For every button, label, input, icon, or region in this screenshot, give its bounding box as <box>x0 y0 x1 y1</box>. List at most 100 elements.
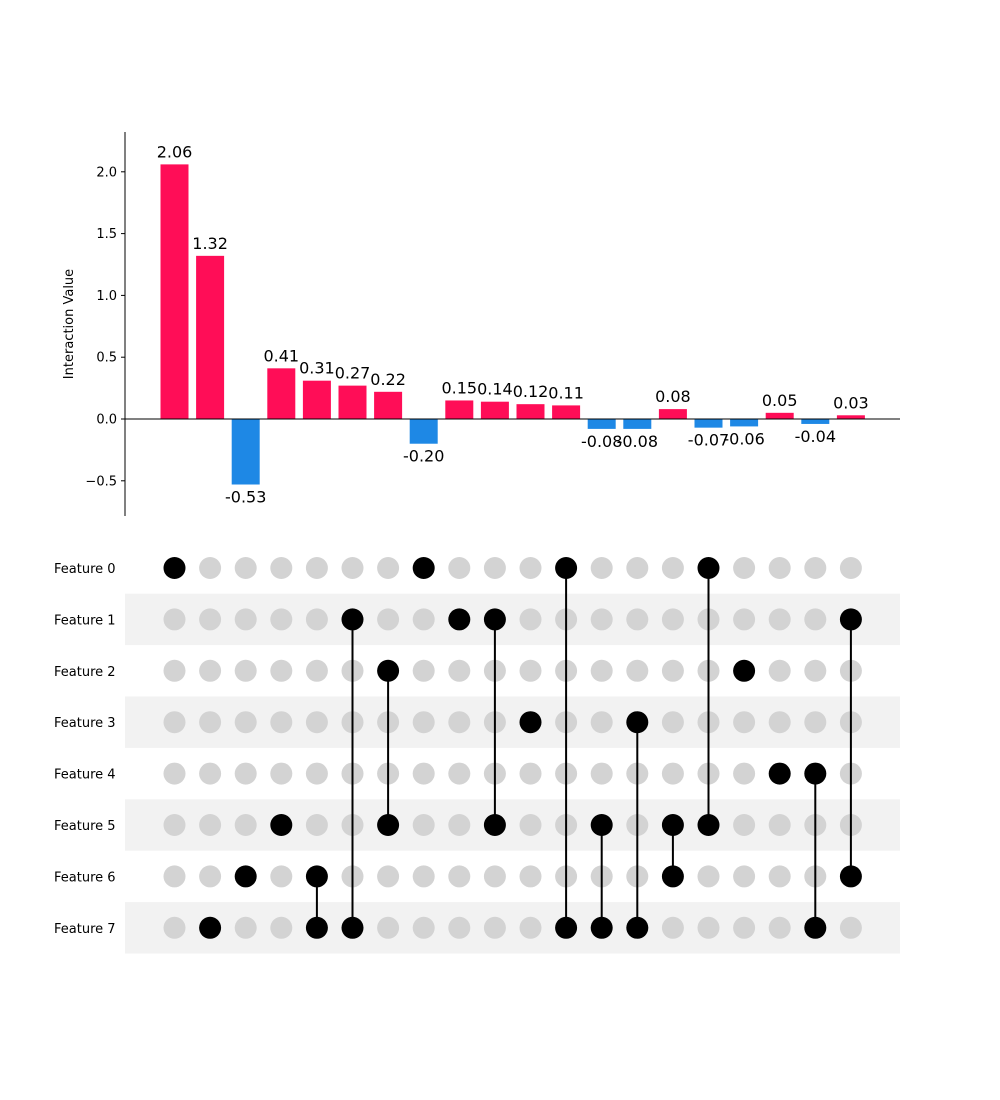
feature-label: Feature 2 <box>54 665 116 680</box>
matrix-dot-inactive <box>234 916 257 939</box>
matrix-dot-inactive <box>199 608 222 631</box>
bar-value-label: 0.11 <box>548 383 584 402</box>
matrix-dot-inactive <box>519 865 542 888</box>
matrix-dot-inactive <box>768 608 791 631</box>
matrix-dot-active <box>270 814 293 836</box>
bar <box>658 409 687 419</box>
matrix-dot-inactive <box>839 557 862 579</box>
matrix-dot-inactive <box>733 557 756 579</box>
matrix-dot-inactive <box>733 711 756 734</box>
matrix-dot-inactive <box>733 608 756 631</box>
matrix-dot-inactive <box>839 916 862 939</box>
bar-value-label: -0.20 <box>403 447 444 466</box>
matrix-dot-inactive <box>733 762 756 785</box>
matrix-dot-inactive <box>697 865 720 888</box>
matrix-dot-inactive <box>590 762 613 785</box>
y-axis: −0.5 0.0 0.5 1.0 1.5 2.0 <box>85 132 126 516</box>
matrix-dot-inactive <box>305 814 328 836</box>
matrix-dot-active <box>804 762 827 785</box>
matrix-dot-inactive <box>163 814 186 836</box>
matrix-dot-active <box>448 608 471 631</box>
matrix-dot-active <box>661 814 684 836</box>
bar-value-label: 0.27 <box>335 364 371 383</box>
matrix-dot-inactive <box>768 916 791 939</box>
matrix-dot-active <box>305 916 328 939</box>
matrix-dot-active <box>199 916 222 939</box>
matrix-dot-inactive <box>804 608 827 631</box>
matrix-dot-inactive <box>768 557 791 579</box>
bar <box>836 415 865 419</box>
matrix-dot-inactive <box>270 916 293 939</box>
matrix-dot-inactive <box>804 557 827 579</box>
matrix-dot-inactive <box>590 608 613 631</box>
matrix-dot-inactive <box>377 916 400 939</box>
matrix-dot-active <box>697 557 720 579</box>
matrix-dot-inactive <box>305 557 328 579</box>
matrix-dot-active <box>234 865 257 888</box>
matrix-dot-inactive <box>448 916 471 939</box>
matrix-dot-active <box>163 557 186 579</box>
bar-labels: 2.061.32-0.530.410.31 0.27 0.22-0.200.15 0.… <box>157 142 869 506</box>
matrix-dot-inactive <box>163 659 186 682</box>
matrix-dot-inactive <box>448 814 471 836</box>
bars <box>160 164 865 485</box>
matrix-dot-active <box>839 865 862 888</box>
bar <box>267 368 296 419</box>
matrix-dot-inactive <box>590 659 613 682</box>
y-tick-label: 2.0 <box>96 165 117 180</box>
matrix-dot-inactive <box>768 711 791 734</box>
y-tick-label: 1.5 <box>96 227 117 242</box>
feature-labels: Feature 0 Feature 1 Feature 2 Feature 3 Feat… <box>54 562 116 937</box>
matrix-dot-inactive <box>519 762 542 785</box>
y-tick-label: 0.5 <box>96 351 117 366</box>
matrix-dot-inactive <box>270 865 293 888</box>
matrix-dot-inactive <box>804 711 827 734</box>
bar <box>374 391 403 419</box>
bar-value-label: 1.32 <box>192 234 228 253</box>
matrix-dot-inactive <box>483 916 506 939</box>
bar-value-label: 0.22 <box>370 370 406 389</box>
matrix-dot-inactive <box>519 557 542 579</box>
matrix-dot-inactive <box>199 762 222 785</box>
bar-value-label: -0.53 <box>225 488 266 507</box>
bar <box>587 419 616 429</box>
matrix-dot-active <box>804 916 827 939</box>
matrix-dot-inactive <box>448 711 471 734</box>
matrix-dot-inactive <box>626 659 649 682</box>
bar <box>765 412 794 419</box>
feature-label: Feature 5 <box>54 819 116 834</box>
bar <box>516 404 545 419</box>
matrix-dot-inactive <box>270 659 293 682</box>
matrix-dot-inactive <box>305 659 328 682</box>
matrix-dot-inactive <box>234 814 257 836</box>
feature-label: Feature 6 <box>54 870 116 885</box>
matrix-dot-inactive <box>661 916 684 939</box>
matrix-dot-inactive <box>234 762 257 785</box>
bar <box>730 419 759 427</box>
matrix-dot-inactive <box>377 557 400 579</box>
bar-value-label: 0.08 <box>655 387 691 406</box>
matrix-dot-inactive <box>483 557 506 579</box>
bar-value-label: -0.08 <box>617 432 658 451</box>
matrix-dot-active <box>626 916 649 939</box>
bar-value-label: 0.05 <box>762 391 798 410</box>
matrix-dot-inactive <box>448 659 471 682</box>
bar-value-label: 0.41 <box>263 346 299 365</box>
matrix-dot-inactive <box>661 762 684 785</box>
matrix-dot-inactive <box>626 557 649 579</box>
bar <box>694 419 723 428</box>
interaction-matrix <box>163 557 862 939</box>
matrix-dot-active <box>483 608 506 631</box>
bar <box>801 419 830 424</box>
bar-value-label: 2.06 <box>157 142 193 161</box>
matrix-dot-inactive <box>448 762 471 785</box>
bar <box>445 400 474 419</box>
matrix-dot-inactive <box>768 814 791 836</box>
matrix-dot-active <box>519 711 542 734</box>
y-tick-label: −0.5 <box>85 474 117 489</box>
matrix-dot-inactive <box>519 916 542 939</box>
matrix-dot-inactive <box>661 608 684 631</box>
feature-label: Feature 0 <box>54 562 116 577</box>
bar <box>409 419 438 444</box>
matrix-dot-inactive <box>234 711 257 734</box>
